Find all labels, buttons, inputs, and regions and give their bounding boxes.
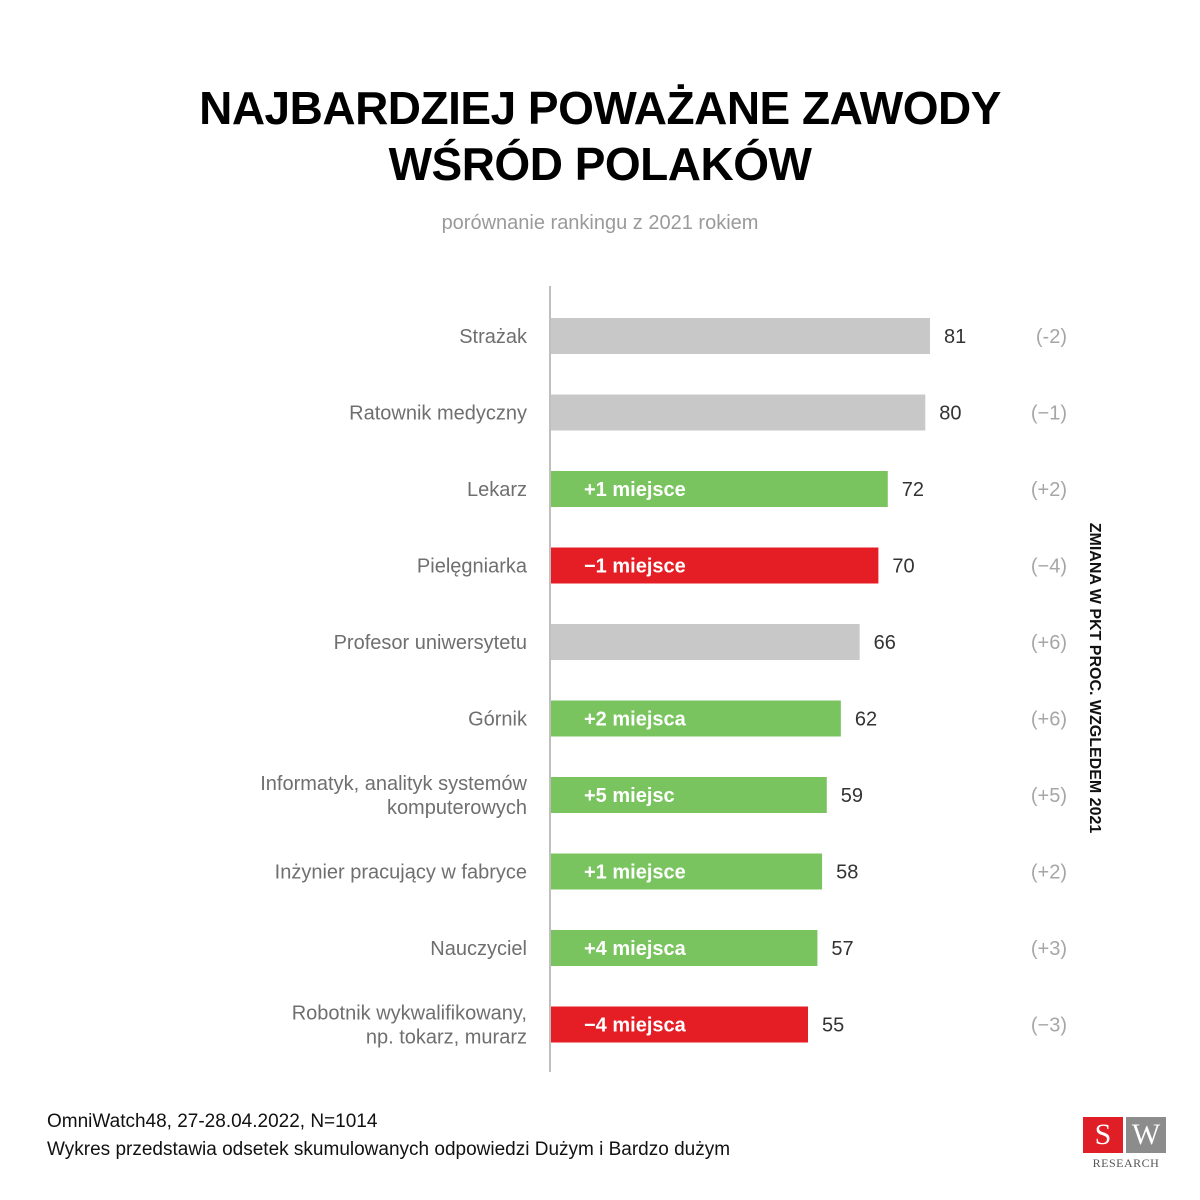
category-label: Profesor uniwersytetu (334, 632, 527, 654)
bar-chart: 81 (-2) Strażak 80 (−1) Ratownik medyczny +1 m… (260, 286, 1067, 1072)
category-label: Robotnik wykwalifikowany, (292, 1003, 527, 1025)
change-axis-label: ZMIANA W PKT PROC. WZGLEDEM 2021 (1086, 522, 1103, 834)
value-label: 62 (855, 709, 877, 731)
bar (550, 853, 823, 890)
value-label: 57 (831, 938, 853, 960)
value-label: 81 (944, 326, 966, 348)
chart-title: NAJBARDZIEJ POWAŻANE ZAWODY WŚRÓD POLAKÓ… (0, 80, 1200, 192)
rank-change-label: +5 miejsc (584, 785, 675, 807)
value-label: 72 (902, 479, 924, 501)
rank-change-label: +1 miejsce (584, 479, 686, 501)
point-change-label: (+6) (1031, 709, 1067, 731)
category-label: Inżynier pracujący w fabryce (275, 862, 527, 884)
point-change-label: (−4) (1031, 556, 1067, 578)
bar (550, 624, 860, 660)
point-change-label: (−3) (1031, 1015, 1067, 1037)
point-change-label: (-2) (1036, 326, 1067, 348)
category-label: Informatyk, analityk systemów (260, 773, 527, 795)
value-label: 58 (836, 862, 858, 884)
logo-s: S (1083, 1117, 1123, 1153)
category-label: Nauczyciel (430, 938, 527, 960)
rank-change-label: +4 miejsca (584, 938, 687, 960)
category-label: np. tokarz, murarz (366, 1027, 527, 1049)
chart-subtitle: porównanie rankingu z 2021 rokiem (441, 212, 759, 234)
point-change-label: (+5) (1031, 785, 1067, 807)
rank-change-label: −1 miejsce (584, 556, 686, 578)
category-label: Górnik (468, 709, 528, 731)
title-line-1: NAJBARDZIEJ POWAŻANE ZAWODY (199, 82, 1001, 134)
category-label: Pielęgniarka (417, 556, 528, 578)
point-change-label: (+3) (1031, 938, 1067, 960)
point-change-label: (−1) (1031, 403, 1067, 425)
bar (550, 471, 888, 507)
point-change-label: (+6) (1031, 632, 1067, 654)
title-line-2: WŚRÓD POLAKÓW (388, 138, 812, 190)
footer-source: OmniWatch48, 27-28.04.2022, N=1014 (47, 1111, 378, 1132)
category-label: Strażak (459, 326, 528, 348)
sw-research-logo: S W RESEARCH (1083, 1117, 1169, 1171)
bar (550, 318, 930, 354)
point-change-label: (+2) (1031, 479, 1067, 501)
value-label: 70 (892, 556, 914, 578)
logo-w: W (1126, 1117, 1166, 1153)
rank-change-label: −4 miejsca (584, 1015, 687, 1037)
value-label: 66 (874, 632, 896, 654)
logo-text: RESEARCH (1092, 1156, 1160, 1170)
footer: OmniWatch48, 27-28.04.2022, N=1014 Wykre… (47, 1108, 730, 1164)
value-label: 80 (939, 403, 961, 425)
point-change-label: (+2) (1031, 862, 1067, 884)
rank-change-label: +1 miejsce (584, 862, 686, 884)
value-label: 55 (822, 1015, 844, 1037)
value-label: 59 (841, 785, 863, 807)
category-label: komputerowych (387, 797, 527, 819)
footer-note: Wykres przedstawia odsetek skumulowanych… (47, 1139, 731, 1160)
bar (550, 700, 841, 737)
bar (550, 547, 879, 584)
bar (550, 1006, 809, 1043)
bar (550, 777, 827, 813)
category-label: Lekarz (467, 479, 527, 501)
category-label: Ratownik medyczny (349, 403, 527, 425)
rank-change-label: +2 miejsca (584, 709, 687, 731)
bar (550, 394, 926, 431)
bar (550, 930, 818, 966)
